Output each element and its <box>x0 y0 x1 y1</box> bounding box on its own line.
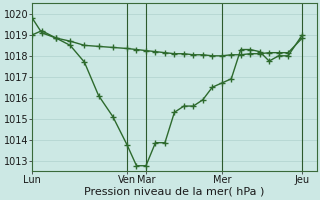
X-axis label: Pression niveau de la mer( hPa ): Pression niveau de la mer( hPa ) <box>84 187 265 197</box>
